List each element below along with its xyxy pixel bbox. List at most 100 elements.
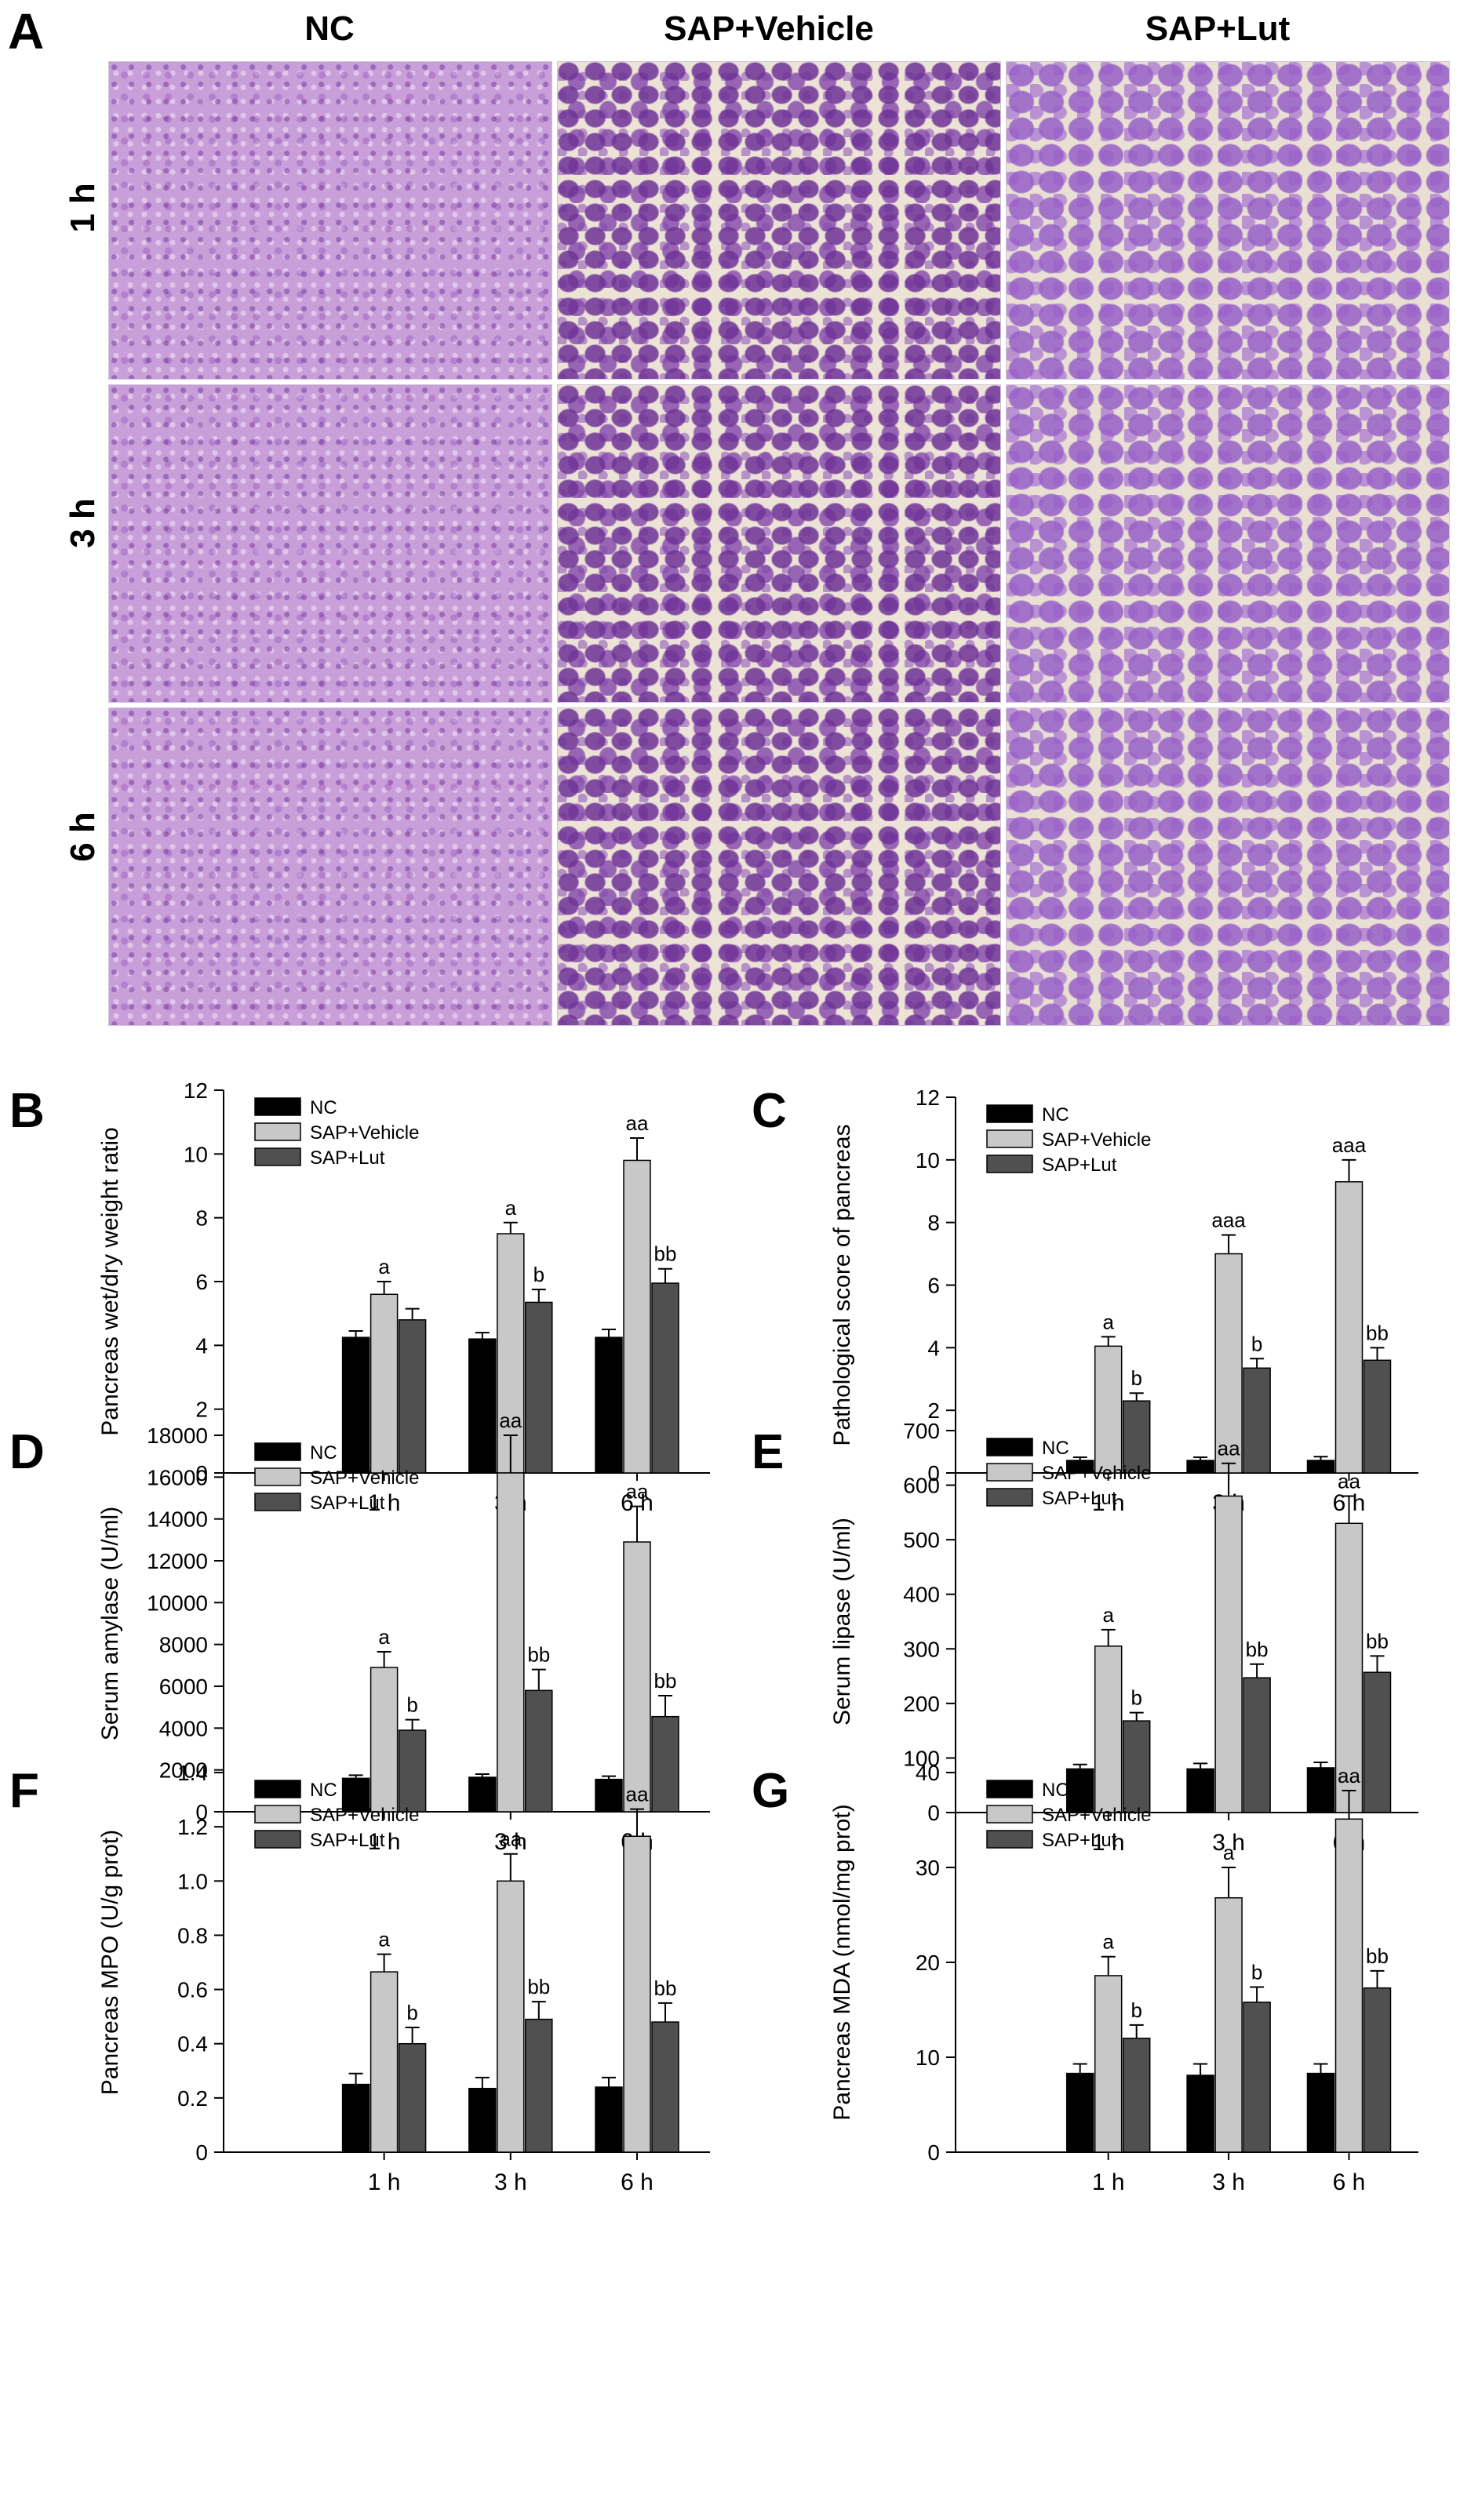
bar-nc: [341, 1336, 370, 1474]
significance-label: a: [378, 1625, 390, 1649]
y-tick-label: 4000: [159, 1716, 208, 1740]
y-tick-label: 16000: [147, 1465, 208, 1489]
bar-sap-lut: [1122, 1400, 1151, 1474]
y-axis-label: Pancreas MDA (nmol/mg prot): [829, 1804, 855, 2120]
bar-nc: [1065, 1768, 1094, 1813]
y-tick-label: 18000: [147, 1424, 208, 1448]
bar-sap-lut: [651, 1715, 679, 1813]
significance-label: a: [378, 1255, 390, 1278]
y-axis-label: Pathological score of pancreas: [829, 1124, 855, 1445]
panel-letter: E: [752, 1425, 784, 1479]
bar-sap-lut: [651, 2021, 679, 2153]
x-tick-label: 1 h: [368, 1829, 401, 1855]
significance-label: aa: [499, 1409, 522, 1432]
x-tick-label: 6 h: [1333, 1490, 1366, 1516]
legend-swatch: [986, 1488, 1033, 1507]
bar-sap-vehicle: [1094, 1345, 1123, 1474]
significance-label: a: [1223, 1841, 1235, 1864]
x-tick-label: 1 h: [1092, 2169, 1125, 2195]
legend-swatch: [986, 1805, 1033, 1824]
x-tick-label: 3 h: [1212, 1830, 1245, 1856]
legend-label: SAP+Vehicle: [310, 1805, 419, 1826]
legend-label: NC: [1042, 1780, 1069, 1801]
y-tick-label: 10000: [147, 1591, 208, 1615]
bar-sap-lut: [1363, 1987, 1392, 2153]
legend-swatch: [254, 1805, 301, 1824]
x-tick-label: 6 h: [621, 1490, 654, 1516]
micrograph-sap-lut-1h: [1006, 61, 1450, 380]
significance-label: a: [1102, 1603, 1114, 1627]
column-title-sap-lut: SAP+Lut: [1145, 9, 1291, 48]
legend-label: NC: [310, 1097, 337, 1118]
bar-sap-lut: [1363, 1359, 1392, 1474]
column-title-nc: NC: [304, 9, 355, 48]
legend-label: SAP+Lut: [1042, 1830, 1117, 1851]
legend-label: SAP+Lut: [1042, 1488, 1117, 1509]
legend-swatch: [986, 1104, 1033, 1123]
bar-nc: [1186, 1768, 1214, 1813]
x-tick-label: 1 h: [368, 1490, 401, 1516]
micrograph-nc-6h: [108, 707, 552, 1026]
bar-sap-vehicle: [1214, 1896, 1243, 2153]
chart-panel-b: B Pancreas wet/dry weight ratio 0 2 4 6 8 10 12 1…: [9, 1078, 710, 1516]
legend-swatch: [254, 1467, 301, 1486]
chart-panel-d: D Serum amylase (U/ml) 0 2000 4000 6000 8000 10…: [9, 1409, 710, 1855]
significance-label: aaa: [1211, 1209, 1246, 1232]
y-tick-label: 0.2: [177, 2086, 208, 2111]
bar-nc: [595, 1336, 623, 1474]
legend-label: SAP+Vehicle: [310, 1467, 419, 1489]
bar-sap-vehicle: [497, 1472, 525, 1813]
bar-sap-vehicle: [370, 1971, 399, 2153]
bar-sap-lut: [398, 1319, 427, 1474]
micrograph-sap-lut-6h: [1006, 707, 1450, 1026]
bar-sap-vehicle: [370, 1293, 399, 1474]
panel-letter: D: [9, 1425, 45, 1479]
bar-nc: [595, 1778, 623, 1813]
significance-label: aa: [1218, 1437, 1240, 1460]
significance-label: aa: [1338, 1469, 1360, 1493]
significance-label: b: [406, 1693, 417, 1717]
significance-label: aa: [626, 1783, 649, 1806]
y-axis-label: Serum amylase (U/ml): [97, 1507, 123, 1740]
significance-label: b: [533, 1263, 544, 1286]
legend-label: SAP+Lut: [310, 1830, 385, 1851]
y-tick-label: 600: [903, 1474, 940, 1498]
bar-nc: [341, 1777, 370, 1813]
y-tick-label: 0: [927, 2140, 940, 2165]
y-tick-label: 6: [927, 1274, 940, 1298]
significance-label: bb: [654, 1242, 677, 1266]
legend-swatch: [254, 1830, 301, 1849]
bar-sap-vehicle: [497, 1880, 525, 2153]
panel-letter: B: [9, 1084, 45, 1138]
legend-swatch: [254, 1122, 301, 1141]
y-tick-label: 0: [195, 1461, 208, 1485]
bar-sap-vehicle: [1094, 1975, 1123, 2153]
legend-label: NC: [310, 1780, 337, 1801]
y-tick-label: 2000: [159, 1758, 208, 1783]
significance-label: aa: [1338, 1764, 1360, 1787]
bar-nc: [468, 1338, 497, 1474]
y-tick-label: 700: [903, 1419, 940, 1443]
legend-label: NC: [1042, 1438, 1069, 1459]
y-tick-label: 8000: [159, 1633, 208, 1657]
micrograph-sap-vehicle-3h: [557, 384, 1001, 703]
y-tick-label: 40: [916, 1761, 940, 1785]
significance-label: b: [1130, 1686, 1141, 1710]
row-label-3h: 3 h: [64, 498, 102, 548]
legend-label: SAP+Vehicle: [1042, 1463, 1151, 1484]
chart-panel-f: F Pancreas MPO (U/g prot) 0 0.2 0.4 0.6 0.8 1.0…: [9, 1761, 710, 2195]
y-tick-label: 20: [916, 1951, 940, 1975]
micrograph-sap-vehicle-6h: [557, 707, 1001, 1026]
bar-sap-vehicle: [623, 1159, 651, 1474]
row-label-6h: 6 h: [64, 812, 102, 862]
significance-label: bb: [527, 1975, 550, 1998]
x-tick-label: 1 h: [1092, 1830, 1125, 1856]
panel-letter: C: [752, 1084, 787, 1138]
legend-swatch: [986, 1438, 1033, 1456]
bar-sap-lut: [1243, 1367, 1271, 1474]
legend-label: SAP+Vehicle: [310, 1122, 419, 1144]
significance-label: aa: [626, 1480, 649, 1504]
legend-label: SAP+Vehicle: [1042, 1805, 1151, 1826]
y-tick-label: 0: [195, 1800, 208, 1824]
